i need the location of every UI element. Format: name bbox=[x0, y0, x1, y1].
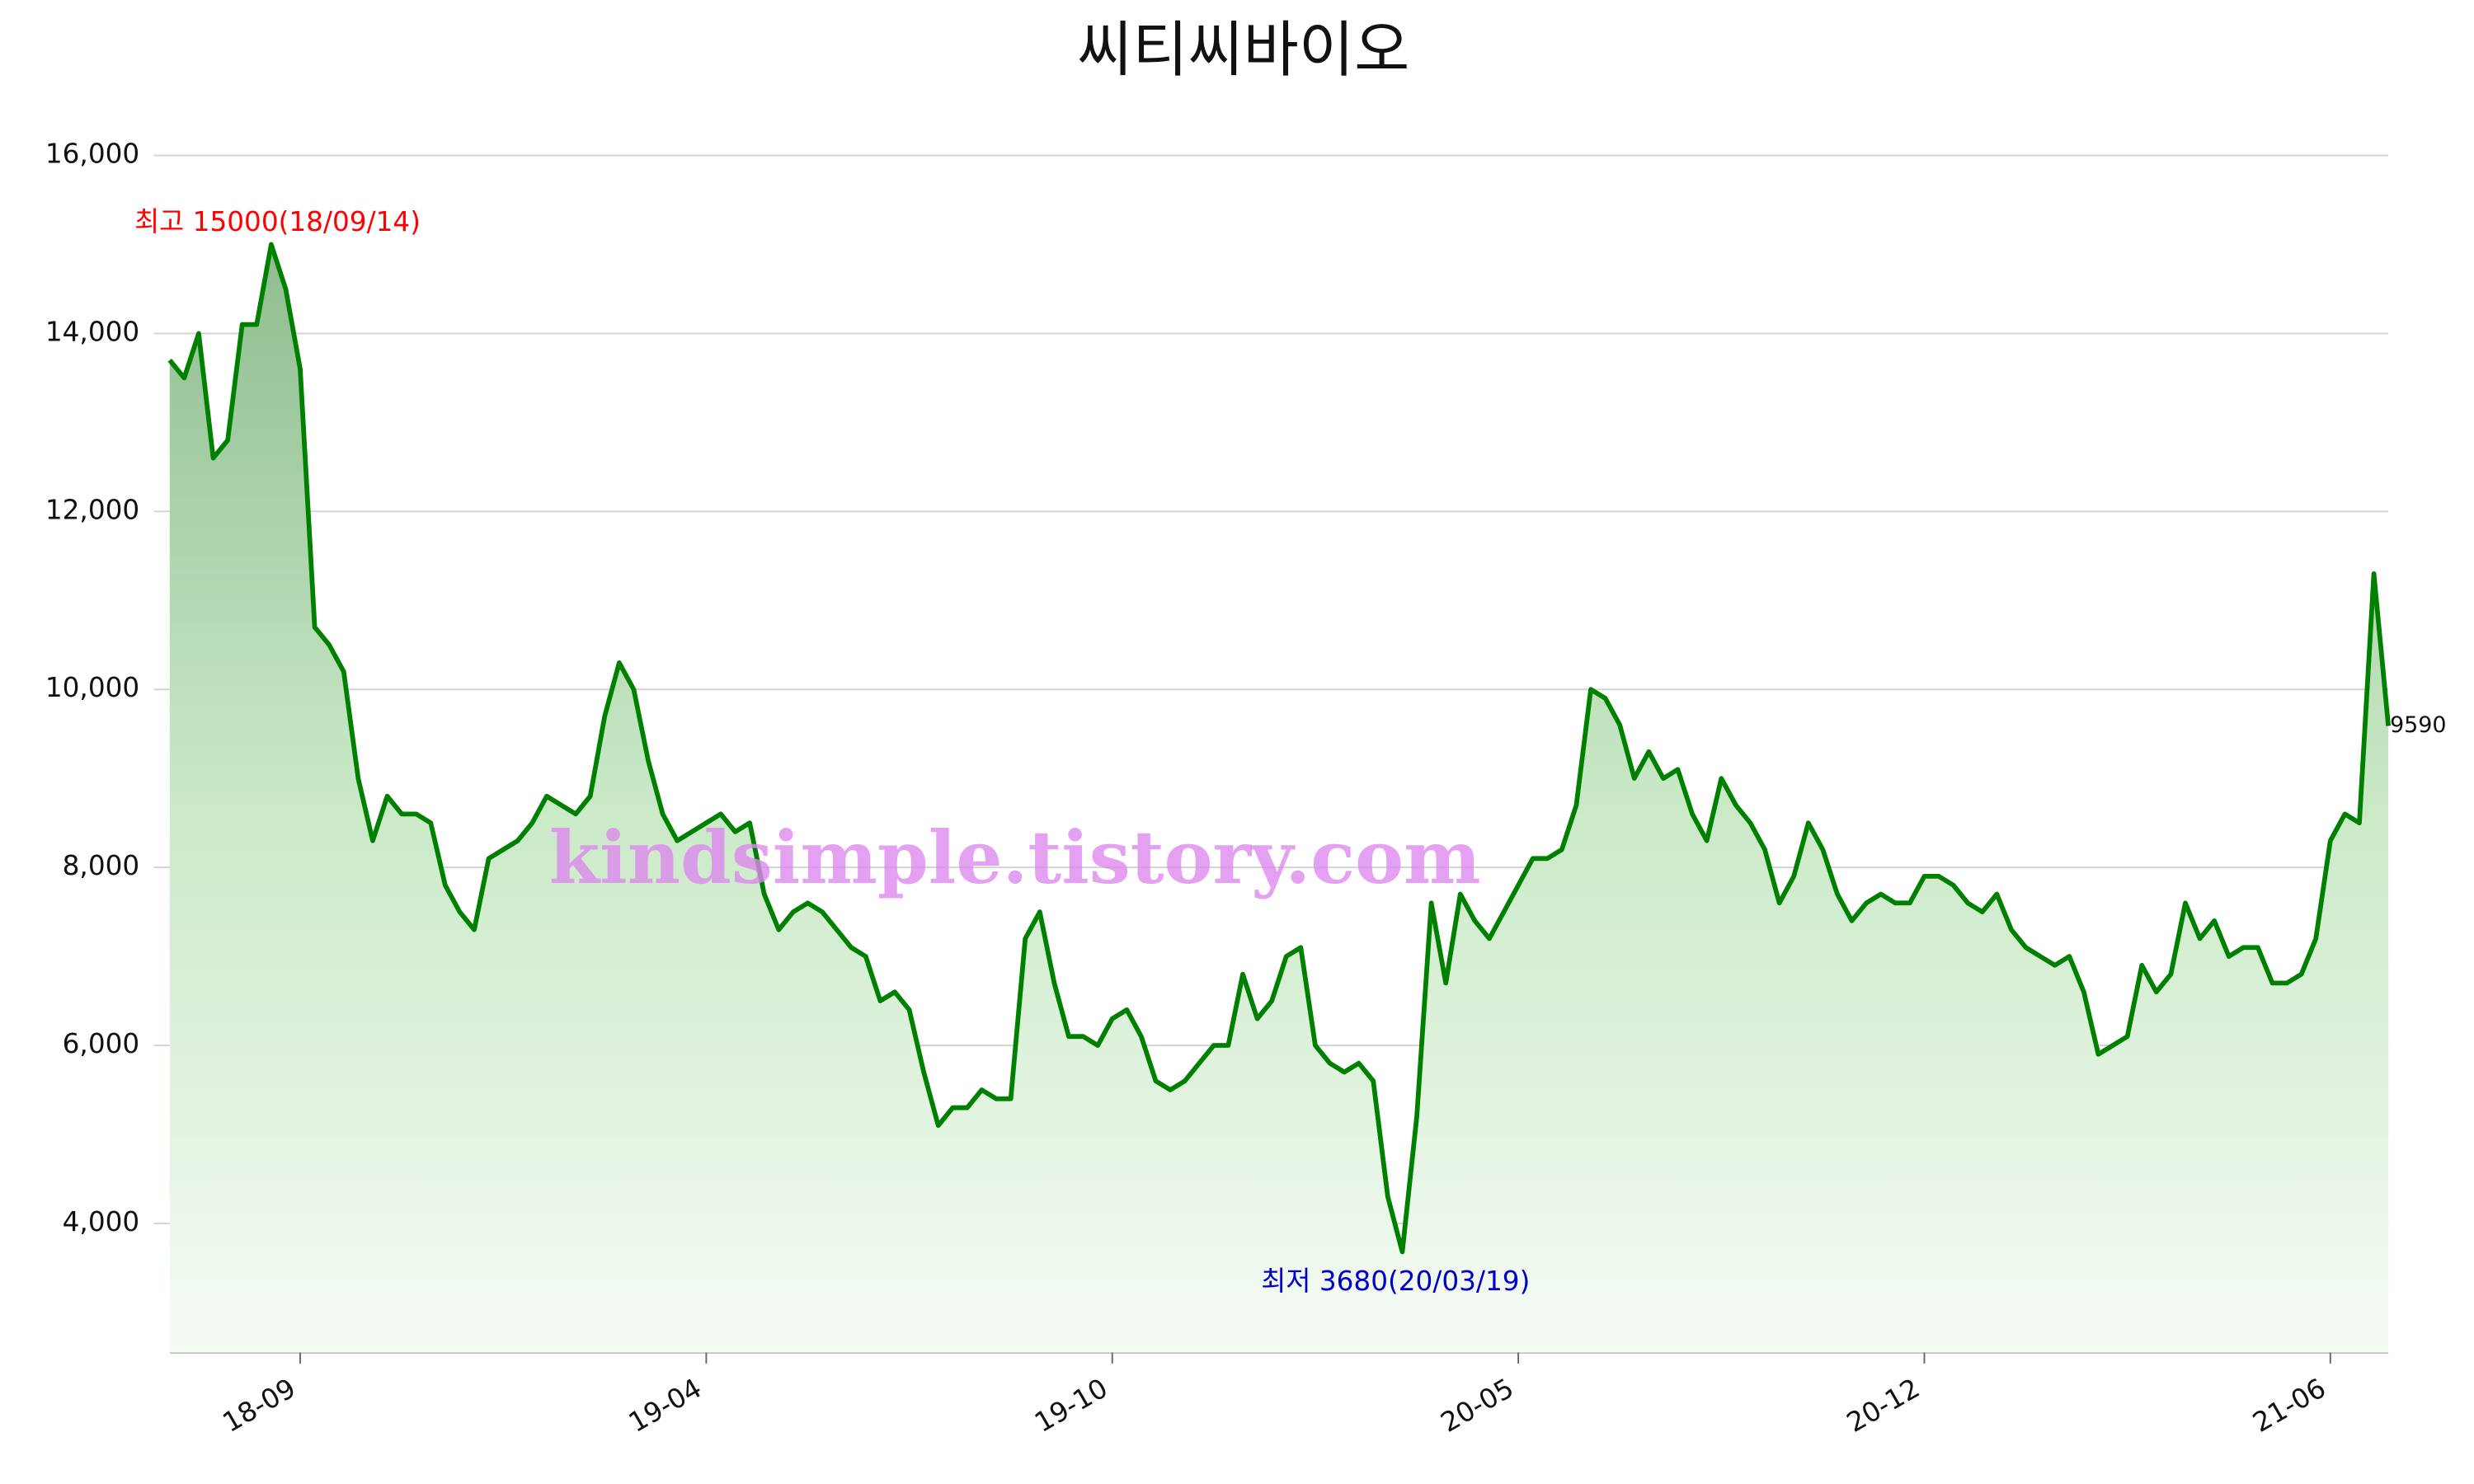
x-tick-label: 20-12 bbox=[1841, 1373, 1925, 1439]
x-tick-label: 20-05 bbox=[1436, 1373, 1519, 1439]
x-tick-label: 18-09 bbox=[218, 1373, 301, 1439]
y-tick-label: 4,000 bbox=[63, 1206, 140, 1237]
chart-title: 씨티씨바이오 bbox=[1077, 15, 1409, 85]
low-annotation: 최저 3680(20/03/19) bbox=[1261, 1266, 1530, 1297]
x-tick-label: 19-04 bbox=[623, 1373, 707, 1439]
high-annotation: 최고 15000(18/09/14) bbox=[134, 206, 421, 237]
last-value-label: 9590 bbox=[2390, 712, 2446, 738]
y-tick-label: 14,000 bbox=[45, 316, 139, 347]
y-tick-label: 16,000 bbox=[45, 139, 139, 170]
y-tick-label: 6,000 bbox=[63, 1028, 140, 1059]
area bbox=[169, 244, 2389, 1353]
watermark: kindsimple.tistory.com bbox=[549, 815, 1481, 900]
x-tick-label: 19-10 bbox=[1029, 1373, 1112, 1439]
x-tick-label: 21-06 bbox=[2247, 1373, 2331, 1439]
y-tick-label: 10,000 bbox=[45, 672, 139, 703]
y-tick-label: 8,000 bbox=[63, 850, 140, 881]
price-line bbox=[167, 242, 2392, 1255]
y-tick-label: 12,000 bbox=[45, 494, 139, 525]
